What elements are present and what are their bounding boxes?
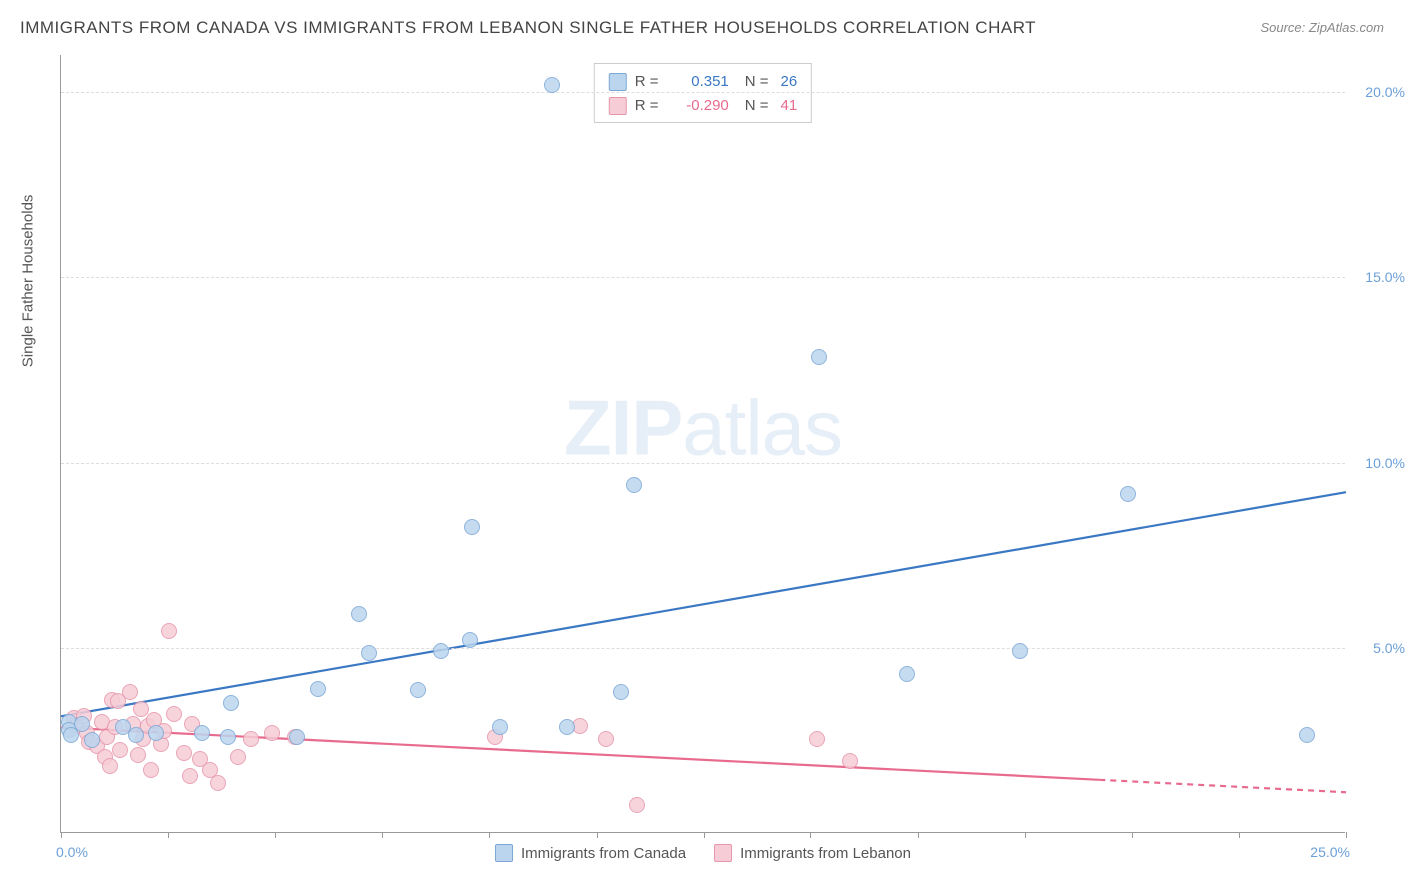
x-tick — [704, 832, 705, 838]
data-point — [1120, 486, 1136, 502]
data-point — [194, 725, 210, 741]
x-tick — [597, 832, 598, 838]
series-legend-item: Immigrants from Canada — [495, 844, 686, 862]
x-tick — [918, 832, 919, 838]
data-point — [310, 681, 326, 697]
data-point — [361, 645, 377, 661]
data-point — [433, 643, 449, 659]
trend-line — [61, 492, 1346, 716]
data-point — [351, 606, 367, 622]
x-tick — [1025, 832, 1026, 838]
gridline — [61, 92, 1345, 93]
legend-swatch — [714, 844, 732, 862]
watermark-light: atlas — [682, 383, 842, 471]
series-name: Immigrants from Lebanon — [740, 845, 911, 862]
data-point — [176, 745, 192, 761]
legend-r-label: R = — [635, 94, 663, 118]
data-point — [613, 684, 629, 700]
legend-swatch — [495, 844, 513, 862]
legend-row: R = 0.351 N = 26 — [609, 70, 797, 94]
data-point — [544, 77, 560, 93]
data-point — [598, 731, 614, 747]
x-tick — [1239, 832, 1240, 838]
legend-swatch — [609, 97, 627, 115]
x-tick — [61, 832, 62, 838]
data-point — [182, 768, 198, 784]
data-point — [492, 719, 508, 735]
data-point — [464, 519, 480, 535]
data-point — [166, 706, 182, 722]
x-max-label: 25.0% — [1310, 844, 1350, 860]
data-point — [626, 477, 642, 493]
series-legend: Immigrants from Canada Immigrants from Le… — [495, 844, 911, 862]
source-attribution: Source: ZipAtlas.com — [1260, 20, 1384, 35]
x-tick — [275, 832, 276, 838]
data-point — [809, 731, 825, 747]
data-point — [410, 682, 426, 698]
legend-n-value: 41 — [781, 94, 798, 118]
plot-area: ZIPatlas R =0.351N =26R =-0.290N =41 0.0… — [60, 55, 1345, 833]
data-point — [243, 731, 259, 747]
data-point — [264, 725, 280, 741]
y-tick-label: 10.0% — [1350, 455, 1405, 471]
data-point — [1012, 643, 1028, 659]
legend-swatch — [609, 73, 627, 91]
legend-n-label: N = — [745, 94, 769, 118]
x-tick — [1132, 832, 1133, 838]
legend-r-value: 0.351 — [671, 70, 729, 94]
data-point — [210, 775, 226, 791]
watermark-bold: ZIP — [564, 383, 682, 471]
data-point — [130, 747, 146, 763]
gridline — [61, 648, 1345, 649]
data-point — [462, 632, 478, 648]
series-name: Immigrants from Canada — [521, 845, 686, 862]
x-tick — [810, 832, 811, 838]
data-point — [230, 749, 246, 765]
legend-row: R = -0.290 N = 41 — [609, 94, 797, 118]
y-tick-label: 20.0% — [1350, 84, 1405, 100]
trend-lines-layer — [61, 55, 1345, 832]
data-point — [899, 666, 915, 682]
data-point — [811, 349, 827, 365]
x-tick — [1346, 832, 1347, 838]
data-point — [74, 716, 90, 732]
data-point — [842, 753, 858, 769]
data-point — [161, 623, 177, 639]
legend-n-value: 26 — [781, 70, 798, 94]
data-point — [1299, 727, 1315, 743]
data-point — [223, 695, 239, 711]
x-tick — [489, 832, 490, 838]
x-tick — [168, 832, 169, 838]
data-point — [220, 729, 236, 745]
series-legend-item: Immigrants from Lebanon — [714, 844, 911, 862]
watermark: ZIPatlas — [564, 382, 842, 473]
legend-n-label: N = — [745, 70, 769, 94]
x-origin-label: 0.0% — [56, 844, 88, 860]
data-point — [122, 684, 138, 700]
trend-line-dashed — [1099, 780, 1346, 792]
y-tick-label: 5.0% — [1350, 640, 1405, 656]
y-axis-label: Single Father Households — [20, 195, 37, 368]
gridline — [61, 463, 1345, 464]
data-point — [128, 727, 144, 743]
data-point — [289, 729, 305, 745]
data-point — [559, 719, 575, 735]
data-point — [84, 732, 100, 748]
legend-r-label: R = — [635, 70, 663, 94]
data-point — [112, 742, 128, 758]
data-point — [102, 758, 118, 774]
legend-r-value: -0.290 — [671, 94, 729, 118]
data-point — [143, 762, 159, 778]
y-tick-label: 15.0% — [1350, 269, 1405, 285]
data-point — [148, 725, 164, 741]
gridline — [61, 277, 1345, 278]
data-point — [629, 797, 645, 813]
chart-title: IMMIGRANTS FROM CANADA VS IMMIGRANTS FRO… — [20, 18, 1036, 38]
x-tick — [382, 832, 383, 838]
